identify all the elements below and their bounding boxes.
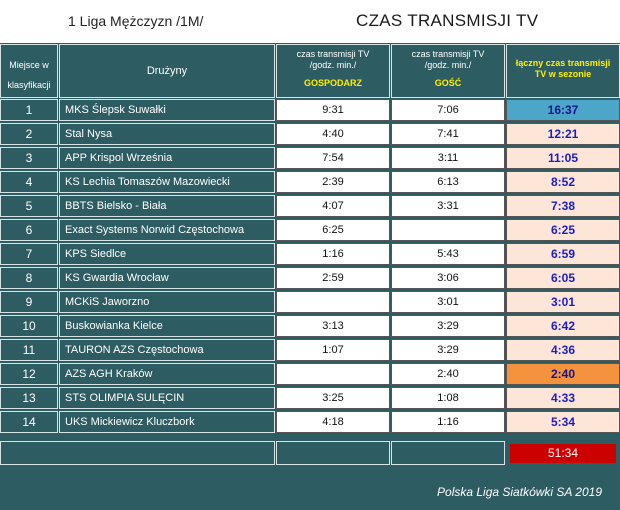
team-name: KPS Siedlce xyxy=(59,243,275,265)
total-time: 6:05 xyxy=(506,267,620,289)
summary-host xyxy=(276,441,390,465)
rank-cell: 14 xyxy=(0,411,58,433)
host-time xyxy=(276,291,390,313)
guest-time: 6:13 xyxy=(391,171,505,193)
header-guest: czas transmisji TV /godz. min./ GOŚĆ xyxy=(391,44,505,98)
rank-cell: 1 xyxy=(0,99,58,121)
header-host: czas transmisji TV /godz. min./ GOSPODAR… xyxy=(276,44,390,98)
total-time: 16:37 xyxy=(506,99,620,121)
guest-time: 3:11 xyxy=(391,147,505,169)
header-guest-label: GOŚĆ xyxy=(434,78,462,88)
host-time: 9:31 xyxy=(276,99,390,121)
guest-time: 3:06 xyxy=(391,267,505,289)
header-total: łączny czas transmisji TV w sezonie xyxy=(506,44,620,98)
guest-time: 3:29 xyxy=(391,339,505,361)
header-host-label: GOSPODARZ xyxy=(303,78,362,88)
host-time: 3:13 xyxy=(276,315,390,337)
total-time: 3:01 xyxy=(506,291,620,313)
guest-time: 3:31 xyxy=(391,195,505,217)
rank-cell: 3 xyxy=(0,147,58,169)
team-name: KS Gwardia Wrocław xyxy=(59,267,275,289)
summary-spacer xyxy=(0,441,275,465)
rank-cell: 2 xyxy=(0,123,58,145)
host-time: 6:25 xyxy=(276,219,390,241)
guest-time: 1:16 xyxy=(391,411,505,433)
host-time: 4:40 xyxy=(276,123,390,145)
total-time: 8:52 xyxy=(506,171,620,193)
team-name: Exact Systems Norwid Częstochowa xyxy=(59,219,275,241)
rank-cell: 10 xyxy=(0,315,58,337)
host-time: 1:07 xyxy=(276,339,390,361)
host-time: 2:59 xyxy=(276,267,390,289)
header-host-line2: /godz. min./ xyxy=(309,60,357,70)
team-name: UKS Mickiewicz Kluczbork xyxy=(59,411,275,433)
host-time: 2:39 xyxy=(276,171,390,193)
total-time: 6:59 xyxy=(506,243,620,265)
guest-time: 3:01 xyxy=(391,291,505,313)
host-time: 4:18 xyxy=(276,411,390,433)
total-time: 2:40 xyxy=(506,363,620,385)
header-place: Miejsce w klasyfikacji xyxy=(0,44,58,98)
total-time: 12:21 xyxy=(506,123,620,145)
header-team: Drużyny xyxy=(59,44,275,98)
page-title: CZAS TRANSMISJI TV xyxy=(356,11,539,30)
host-time: 3:25 xyxy=(276,387,390,409)
host-time: 7:54 xyxy=(276,147,390,169)
guest-time: 5:43 xyxy=(391,243,505,265)
team-name: STS OLIMPIA SULĘCIN xyxy=(59,387,275,409)
host-time xyxy=(276,363,390,385)
header-total-line2: TV w sezonie xyxy=(534,69,592,79)
rank-cell: 12 xyxy=(0,363,58,385)
host-time: 1:16 xyxy=(276,243,390,265)
header-place-line2: klasyfikacji xyxy=(7,80,51,90)
team-name: BBTS Bielsko - Biała xyxy=(59,195,275,217)
guest-time: 1:08 xyxy=(391,387,505,409)
team-name: TAURON AZS Częstochowa xyxy=(59,339,275,361)
guest-time: 7:06 xyxy=(391,99,505,121)
team-name: KS Lechia Tomaszów Mazowiecki xyxy=(59,171,275,193)
guest-time xyxy=(391,219,505,241)
total-time: 7:38 xyxy=(506,195,620,217)
team-name: AZS AGH Kraków xyxy=(59,363,275,385)
total-time: 6:42 xyxy=(506,315,620,337)
header-host-line1: czas transmisji TV xyxy=(296,49,370,59)
total-time: 11:05 xyxy=(506,147,620,169)
team-name: Buskowianka Kielce xyxy=(59,315,275,337)
title-row: 1 Liga Mężczyzn /1M/ CZAS TRANSMISJI TV xyxy=(0,0,620,43)
header-place-line1: Miejsce w xyxy=(9,60,49,70)
rank-cell: 6 xyxy=(0,219,58,241)
rank-cell: 8 xyxy=(0,267,58,289)
total-time: 5:34 xyxy=(506,411,620,433)
total-time: 6:25 xyxy=(506,219,620,241)
rank-cell: 7 xyxy=(0,243,58,265)
team-name: APP Krispol Września xyxy=(59,147,275,169)
rank-cell: 9 xyxy=(0,291,58,313)
total-time: 4:33 xyxy=(506,387,620,409)
team-name: MCKiS Jaworzno xyxy=(59,291,275,313)
rank-cell: 5 xyxy=(0,195,58,217)
header-total-line1: łączny czas transmisji xyxy=(515,58,611,68)
footer-credit: Polska Liga Siatkówki SA 2019 xyxy=(437,485,602,499)
rank-cell: 11 xyxy=(0,339,58,361)
guest-time: 7:41 xyxy=(391,123,505,145)
host-time: 4:07 xyxy=(276,195,390,217)
league-name: 1 Liga Mężczyzn /1M/ xyxy=(68,13,204,29)
team-name: MKS Ślepsk Suwałki xyxy=(59,99,275,121)
header-guest-line2: /godz. min./ xyxy=(424,60,472,70)
summary-guest xyxy=(391,441,505,465)
total-time: 4:36 xyxy=(506,339,620,361)
summary-total: 51:34 xyxy=(510,444,616,463)
header-guest-line1: czas transmisji TV xyxy=(411,49,485,59)
guest-time: 3:29 xyxy=(391,315,505,337)
rank-cell: 13 xyxy=(0,387,58,409)
rank-cell: 4 xyxy=(0,171,58,193)
guest-time: 2:40 xyxy=(391,363,505,385)
team-name: Stal Nysa xyxy=(59,123,275,145)
